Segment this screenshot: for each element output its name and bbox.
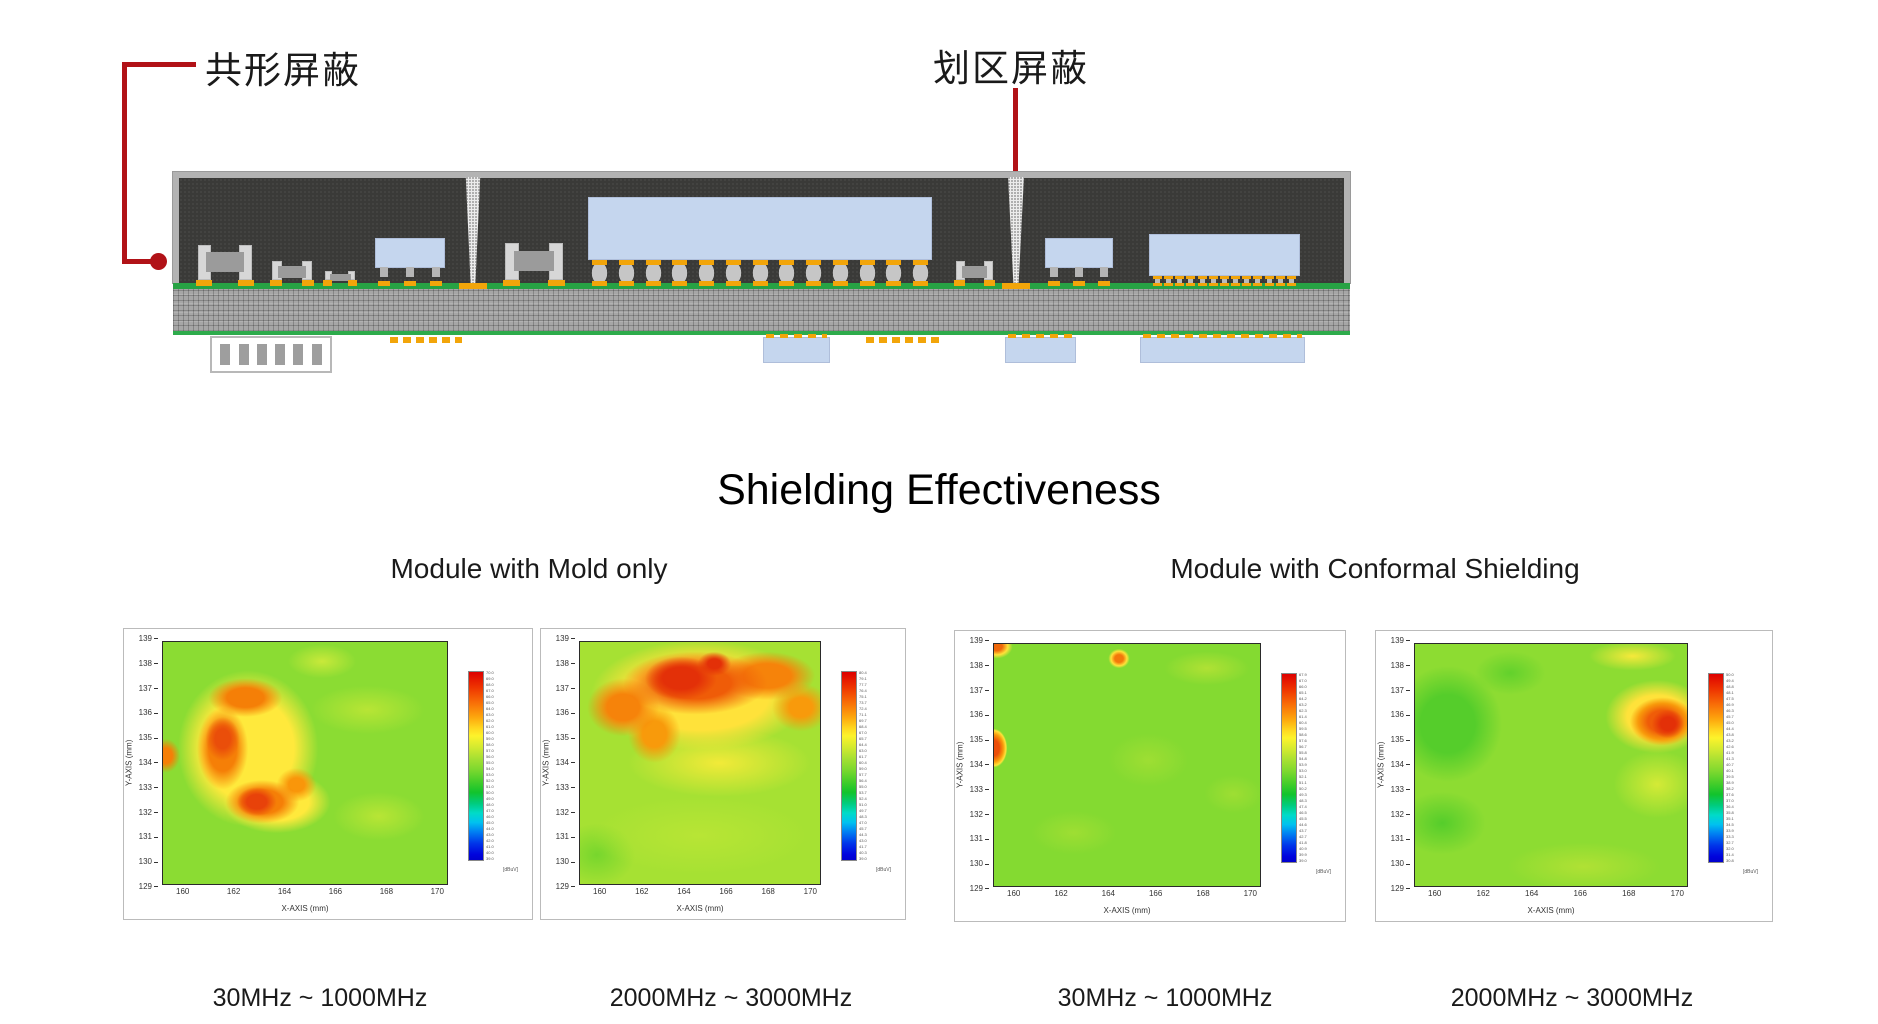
heatmap-panel-conformal-low-freq: Y-AXIS (mm) 139 138 137 136 135 134 133 132 131 1… — [954, 630, 1346, 922]
bottom-component — [763, 334, 830, 363]
colorbar — [841, 671, 857, 861]
x-axis-ticks: 160 162 164 166 168 170 — [593, 887, 817, 896]
colorbar-unit: [dBuV] — [1742, 869, 1758, 875]
label-compartment-shielding: 划区屏蔽 — [933, 48, 1089, 89]
trench-ground-pad — [1002, 283, 1030, 289]
x-axis-ticks: 160 162 164 166 168 170 — [176, 887, 444, 896]
colorbar — [1281, 673, 1297, 863]
x-axis-label: X-AXIS (mm) — [1103, 906, 1151, 915]
pcb-solder-mask-top — [173, 283, 1350, 289]
pcb-solder-mask-bottom — [173, 331, 1350, 335]
solder-pad — [547, 280, 565, 286]
group-title-conformal: Module with Conformal Shielding — [1170, 553, 1580, 584]
passive-component — [323, 271, 357, 286]
passive-body — [961, 265, 988, 278]
colorbar — [1708, 673, 1724, 863]
y-axis-ticks: 139 138 137 136 135 134 133 132 131 130 129 — [961, 637, 989, 893]
bottom-component — [1005, 334, 1076, 363]
chip-die — [588, 197, 932, 260]
caption-freq-range: 2000MHz ~ 3000MHz — [1450, 984, 1694, 1012]
ic-chip-small — [1045, 238, 1113, 287]
colorbar-unit: [dBuV] — [875, 867, 891, 873]
colorbar — [468, 671, 484, 861]
colorbar-ticks: 80.4 79.1 77.7 76.4 75.1 73.7 72.4 71.1 69.7 68.4… — [859, 670, 867, 861]
pillar-bump-chip — [1149, 234, 1300, 286]
colorbar-unit: [dBuV] — [1315, 869, 1331, 875]
solder-pad — [323, 280, 332, 286]
chip-die — [1045, 238, 1113, 268]
label-conformal-shielding: 共形屏蔽 — [205, 50, 361, 91]
board-connector — [210, 336, 332, 373]
y-axis-ticks: 139 138 137 136 135 134 133 132 131 130 129 — [547, 635, 575, 891]
passive-component — [503, 243, 565, 286]
x-axis-ticks: 160 162 164 166 168 170 — [1428, 889, 1684, 898]
x-axis-label: X-AXIS (mm) — [676, 904, 724, 913]
leader-line-conformal-foot — [122, 259, 158, 264]
heatmap-plot — [579, 641, 821, 885]
solder-pad — [954, 280, 966, 286]
leader-dot-conformal — [150, 253, 167, 270]
x-axis-label: X-AXIS (mm) — [281, 904, 329, 913]
copper-pillars — [1153, 276, 1296, 286]
bottom-component — [1140, 334, 1305, 363]
passive-component — [954, 261, 995, 286]
caption-freq-range: 30MHz ~ 1000MHz — [212, 984, 428, 1012]
solder-pad — [348, 280, 357, 286]
solder-pad — [270, 280, 282, 286]
chip-die — [375, 238, 445, 268]
solder-pad — [237, 280, 254, 286]
trench-ground-pad — [459, 283, 487, 289]
heatmap-panel-mold-high-freq: Y-AXIS (mm) 139 138 137 136 135 134 133 132 131 1… — [540, 628, 906, 920]
heatmap-plot — [993, 643, 1261, 887]
heatmap-plot — [162, 641, 448, 885]
page-title: Shielding Effectiveness — [717, 466, 1161, 514]
chip-leads — [1047, 266, 1111, 287]
solder-pad — [983, 280, 995, 286]
chip-die — [1149, 234, 1300, 276]
passive-component — [270, 261, 314, 286]
heatmap-plot — [1414, 643, 1688, 887]
leader-line-conformal-horizontal — [122, 62, 196, 67]
colorbar-unit: [dBuV] — [502, 867, 518, 873]
colorbar-ticks: 50.0 49.4 48.8 48.1 47.5 46.9 46.3 45.7 45.0 44.4… — [1726, 672, 1734, 863]
solder-pad — [302, 280, 314, 286]
colorbar-ticks: 70.0 69.0 68.0 67.0 66.0 65.0 64.0 63.0 62.0 61.0… — [486, 670, 494, 861]
flip-chip-large — [588, 197, 932, 286]
solder-pad-row — [390, 337, 462, 343]
passive-body — [513, 250, 555, 272]
heatmap-panel-mold-low-freq: Y-AXIS (mm) 139 138 137 136 135 134 133 132 131 1… — [123, 628, 533, 920]
pcb-substrate — [173, 289, 1350, 331]
chip-leads — [377, 266, 443, 287]
solder-pad-row — [866, 337, 942, 343]
x-axis-label: X-AXIS (mm) — [1527, 906, 1575, 915]
solder-balls — [591, 260, 929, 286]
passive-body — [206, 252, 244, 273]
caption-freq-range: 30MHz ~ 1000MHz — [1057, 984, 1273, 1012]
y-axis-ticks: 139 138 137 136 135 134 133 132 131 130 129 — [130, 635, 158, 891]
y-axis-ticks: 139 138 137 136 135 134 133 132 131 130 129 — [1382, 637, 1410, 893]
heatmap-panel-conformal-high-freq: Y-AXIS (mm) 139 138 137 136 135 134 133 132 131 1… — [1375, 630, 1773, 922]
leader-line-compartment-vertical — [1013, 88, 1018, 200]
passive-body — [278, 265, 306, 278]
colorbar-ticks: 67.9 67.0 66.0 65.1 64.2 63.2 62.3 61.4 60.4 59.5… — [1299, 672, 1307, 863]
ic-chip-small — [375, 238, 445, 287]
caption-freq-range: 2000MHz ~ 3000MHz — [609, 984, 853, 1012]
solder-pad — [503, 280, 521, 286]
passive-body — [329, 273, 351, 281]
solder-pad — [196, 280, 213, 286]
passive-component — [196, 245, 254, 286]
x-axis-ticks: 160 162 164 166 168 170 — [1007, 889, 1257, 898]
leader-line-conformal-vertical — [122, 62, 127, 263]
group-title-mold-only: Module with Mold only — [390, 553, 668, 584]
